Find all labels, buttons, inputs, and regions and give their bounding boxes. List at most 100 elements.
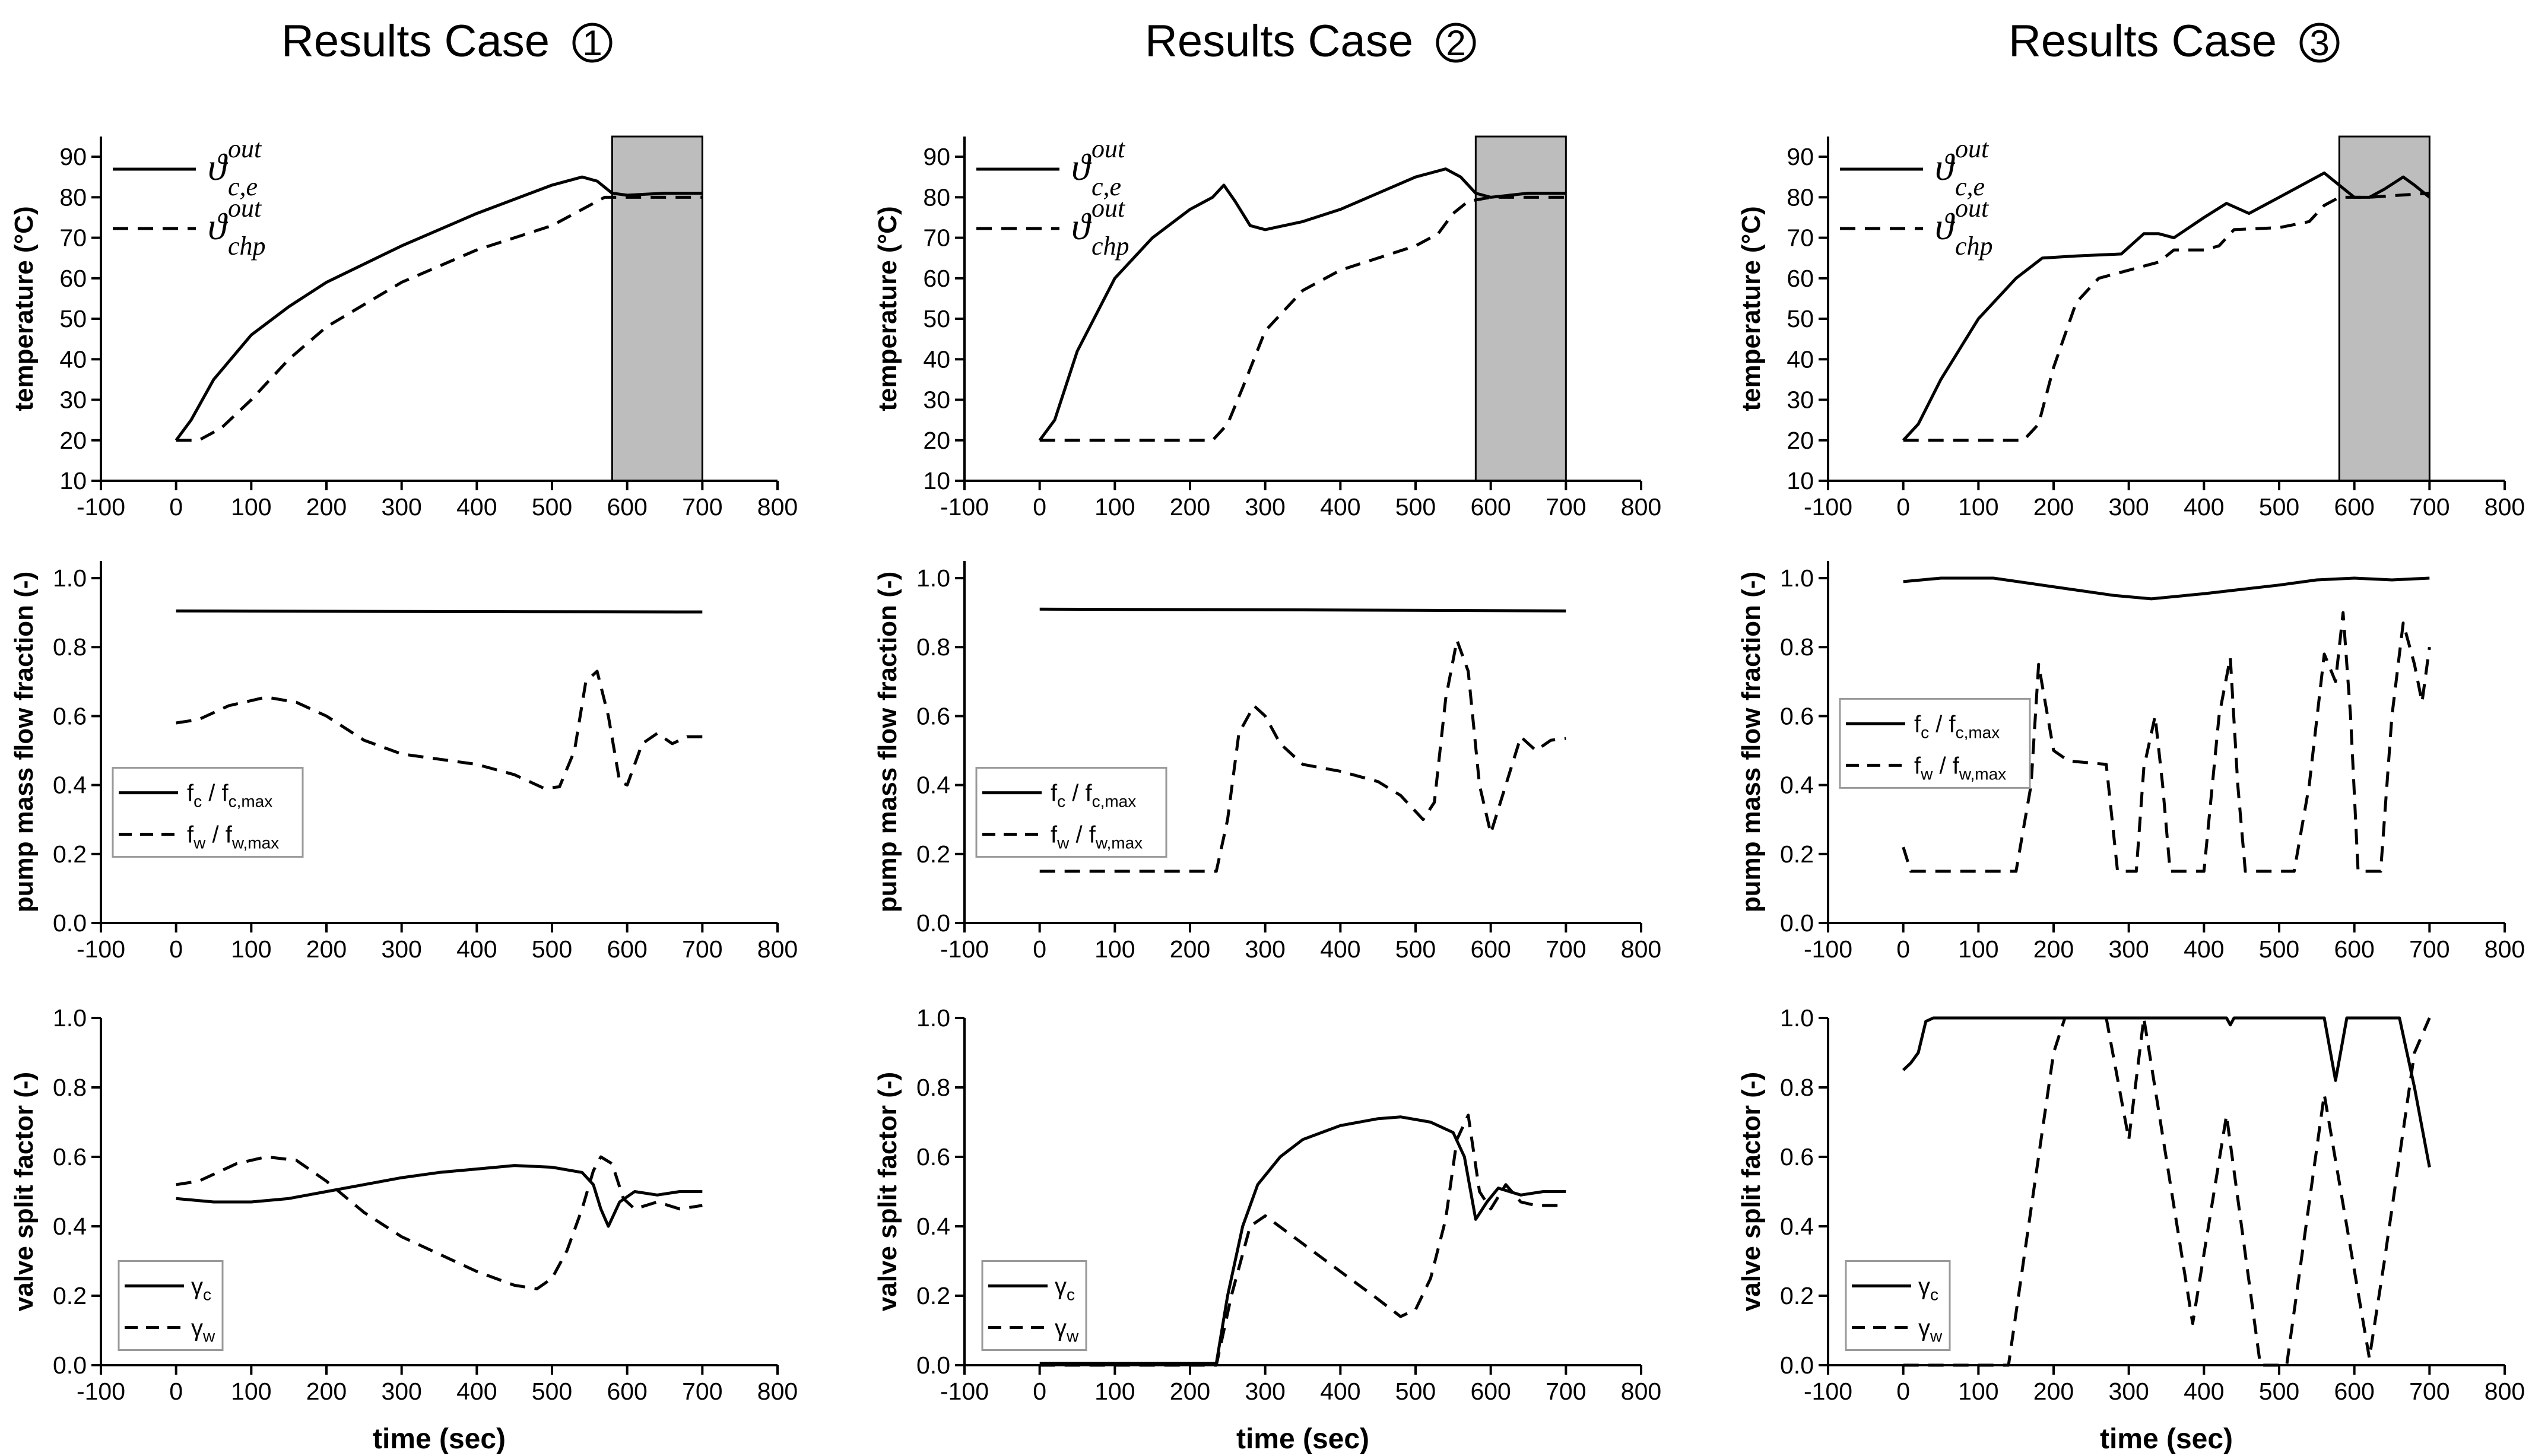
y-tick-label: 30 (59, 386, 87, 414)
x-tick-label: 700 (1546, 1378, 1586, 1405)
y-tick-label: 1.0 (916, 564, 950, 592)
legend-superscript: out (1092, 194, 1126, 223)
case-number-circle (1436, 23, 1476, 63)
x-tick-label: 600 (2334, 493, 2374, 521)
x-tick-label: 800 (2485, 935, 2525, 963)
x-tick-label: 700 (2409, 935, 2449, 963)
x-tick-label: 100 (1958, 1378, 1998, 1405)
chart-c1-pump: -100 0 100 200 300 400 500 600 700 800 0.0 0.2 0.4 0.… (9, 561, 798, 963)
legend-label: γw (1918, 1315, 1943, 1346)
x-tick-label: 100 (1094, 935, 1135, 963)
y-tick-label: 80 (1787, 183, 1814, 211)
series-line-solid (1902, 1016, 2431, 1168)
y-axis-label: pump mass flow fraction (-) (873, 572, 902, 912)
series-line-dashed (176, 195, 703, 442)
y-tick-label: 50 (1787, 305, 1814, 332)
x-tick-label: 300 (1245, 1378, 1285, 1405)
chart-c3-valve: -100 0 100 200 300 400 500 600 700 800 0.0 0.2 0.4 0.… (1737, 1004, 2525, 1455)
y-tick-label: 70 (59, 224, 87, 252)
x-tick-label: 100 (231, 1378, 271, 1405)
y-tick-label: 0.6 (916, 1143, 950, 1170)
y-axis-label: valve split factor (-) (9, 1072, 39, 1311)
y-tick-label: 0.6 (916, 702, 950, 729)
y-tick-label: 0.4 (53, 772, 87, 799)
x-tick-label: -100 (77, 493, 125, 521)
y-tick-label: 0.6 (1780, 702, 1814, 729)
x-tick-label: 300 (1245, 935, 1285, 963)
y-tick-label: 90 (59, 143, 87, 170)
series-line-dashed (1039, 639, 1566, 873)
x-tick-label: 0 (1896, 935, 1910, 963)
legend: γc γw (118, 1260, 224, 1351)
x-tick-label: 500 (2259, 493, 2299, 521)
chart-c1-temp: -100 0 100 200 300 400 500 600 700 800 10 20 30 40 50 6… (9, 134, 798, 521)
x-tick-label: 300 (381, 1378, 421, 1405)
x-tick-label: 200 (306, 935, 347, 963)
x-tick-label: 0 (1033, 935, 1046, 963)
legend-subscript: c,e (1955, 172, 1985, 201)
x-tick-label: 400 (456, 493, 497, 521)
y-tick-label: 0.8 (53, 633, 87, 661)
legend-label: fw / fw,max (1914, 753, 2006, 783)
x-tick-label: 100 (1094, 493, 1135, 521)
x-tick-label: 600 (2334, 935, 2374, 963)
x-tick-label: 100 (231, 935, 271, 963)
x-tick-label: 200 (306, 493, 347, 521)
legend-superscript: out (228, 134, 262, 163)
x-tick-label: -100 (1804, 1378, 1852, 1405)
y-tick-label: 20 (1787, 427, 1814, 454)
x-tick-label: 0 (169, 1378, 183, 1405)
x-tick-label: 200 (2033, 935, 2074, 963)
y-tick-label: 0.2 (1780, 1282, 1814, 1309)
x-tick-label: 600 (607, 935, 647, 963)
legend: fc / fc,max fw / fw,max (112, 767, 304, 858)
y-tick-label: 0.8 (53, 1074, 87, 1101)
y-tick-label: 60 (1787, 265, 1814, 292)
y-tick-label: 0.0 (1780, 1352, 1814, 1379)
y-axis-label: pump mass flow fraction (-) (1737, 572, 1766, 912)
x-tick-label: 800 (2485, 493, 2525, 521)
y-tick-label: 0.8 (916, 1074, 950, 1101)
x-tick-label: 400 (2184, 935, 2224, 963)
x-tick-label: 400 (1320, 493, 1360, 521)
legend-superscript: out (1955, 194, 1990, 223)
x-tick-label: 400 (2184, 1378, 2224, 1405)
x-tick-label: 200 (1170, 935, 1210, 963)
x-tick-label: 400 (456, 1378, 497, 1405)
y-axis-label: temperature (°C) (873, 206, 902, 411)
series-line-dashed (1039, 195, 1566, 442)
highlight-region (2338, 135, 2431, 482)
series-line-dashed (176, 670, 703, 790)
series-line-solid (1903, 576, 2430, 601)
x-tick-label: 500 (1395, 1378, 1436, 1405)
y-tick-label: 80 (59, 183, 87, 211)
legend-label: γc (1918, 1274, 1938, 1304)
y-tick-label: 50 (923, 305, 950, 332)
y-tick-label: 20 (59, 427, 87, 454)
x-tick-label: 800 (1621, 493, 1661, 521)
legend-label: fw / fw,max (187, 822, 279, 852)
legend: γc γw (1845, 1260, 1951, 1351)
x-axis-label: time (sec) (373, 1423, 506, 1455)
x-tick-label: 0 (169, 493, 183, 521)
x-tick-label: 100 (1958, 935, 1998, 963)
legend-box (118, 1260, 224, 1351)
x-tick-label: 800 (1621, 935, 1661, 963)
y-axis-label: temperature (°C) (1737, 206, 1766, 411)
x-tick-label: 800 (757, 935, 798, 963)
y-tick-label: 0.8 (916, 633, 950, 661)
y-tick-label: 40 (923, 345, 950, 373)
legend-subscript: chp (1955, 231, 1993, 261)
x-tick-label: 500 (2259, 1378, 2299, 1405)
legend-symbol: ϑ (1935, 205, 1956, 248)
legend-label: fc / fc,max (187, 781, 272, 811)
y-tick-label: 40 (59, 345, 87, 373)
legend-label: γw (191, 1315, 215, 1346)
x-axis-label: time (sec) (2100, 1423, 2233, 1455)
y-tick-label: 20 (923, 427, 950, 454)
y-tick-label: 0.2 (1780, 840, 1814, 868)
x-tick-label: 500 (1395, 935, 1436, 963)
